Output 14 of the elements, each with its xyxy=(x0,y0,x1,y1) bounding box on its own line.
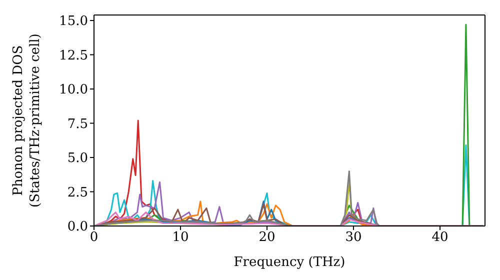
y-tick-label: 7.5 xyxy=(67,116,88,132)
y-tick-label: 0.0 xyxy=(67,220,88,235)
x-tick-label: 10 xyxy=(172,230,189,246)
x-tick-label: 40 xyxy=(432,230,448,246)
y-tick-label: 5.0 xyxy=(67,151,88,166)
y-tick-label: 12.5 xyxy=(59,48,88,64)
y-tick-label: 2.5 xyxy=(67,185,88,200)
y-tick-label: 15.0 xyxy=(59,14,88,30)
x-tick-label: 20 xyxy=(258,230,276,246)
y-tick-label: 10.0 xyxy=(59,82,88,98)
x-tick-label: 30 xyxy=(345,230,362,246)
y-axis-title: Phonon projected DOS (States/THz·primitive cell) xyxy=(11,33,43,208)
x-axis-title: Frequency (THz) xyxy=(234,255,346,270)
x-tick-label: 0 xyxy=(90,230,98,246)
